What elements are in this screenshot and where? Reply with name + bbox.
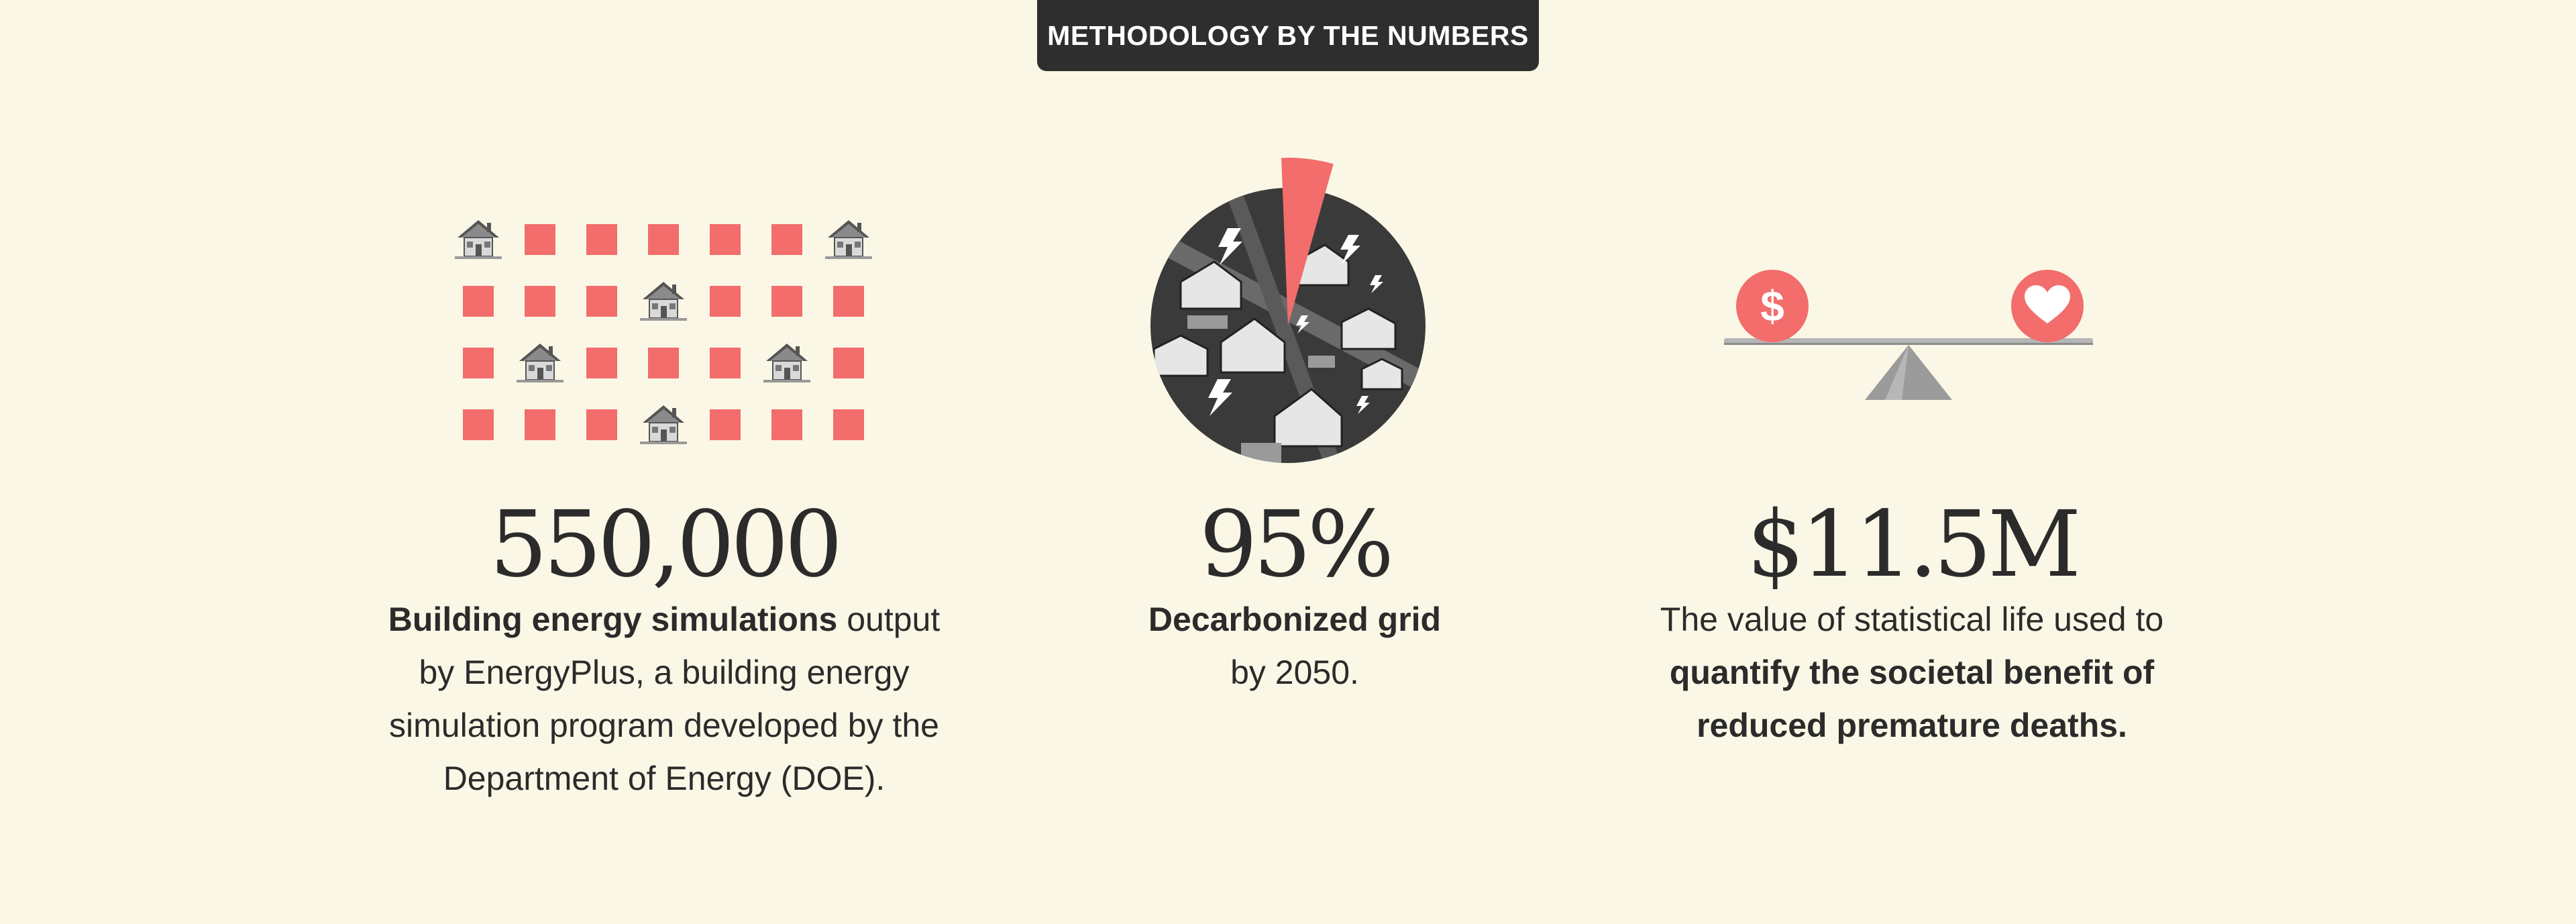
simulation-square xyxy=(586,348,617,378)
simulation-square xyxy=(586,224,617,255)
stat-number-decarbonized: 95% xyxy=(1199,492,1394,598)
simulation-square xyxy=(463,348,494,378)
heart-icon xyxy=(2011,270,2084,342)
simulation-square xyxy=(586,409,617,440)
simulation-square xyxy=(710,224,741,255)
section-title: METHODOLOGY BY THE NUMBERS xyxy=(1047,19,1529,51)
simulation-square xyxy=(710,348,741,378)
simulation-square xyxy=(833,286,864,317)
simulation-square xyxy=(771,409,802,440)
stat-number-statistical-life: $11.5M xyxy=(1746,492,2082,598)
stat-description-decarbonized: Decarbonized grid by 2050. xyxy=(1093,593,1496,699)
stat-description-statistical-life: The value of statistical life used to qu… xyxy=(1623,593,2200,752)
house-icon xyxy=(516,343,564,383)
simulation-square xyxy=(648,224,679,255)
stat-description-simulations: Building energy simulations output by En… xyxy=(376,593,953,805)
stat-desc-bold: Decarbonized grid xyxy=(1148,601,1442,638)
simulation-square xyxy=(525,409,555,440)
scale-fulcrum xyxy=(1865,345,1952,400)
house-icon xyxy=(454,219,502,260)
simulation-square xyxy=(586,286,617,317)
simulation-square xyxy=(648,348,679,378)
simulation-square xyxy=(833,409,864,440)
simulation-square xyxy=(463,409,494,440)
stat-desc-rest: by 2050. xyxy=(1230,654,1359,691)
simulation-grid-graphic xyxy=(454,219,873,445)
simulation-square xyxy=(771,224,802,255)
house-icon xyxy=(639,405,688,445)
stat-desc-bold: quantify the societal benefit of reduced… xyxy=(1669,654,2155,744)
house-icon xyxy=(763,343,811,383)
pie-slice-remaining xyxy=(1281,158,1334,325)
stat-desc-lead: The value of statistical life used to xyxy=(1660,601,2164,638)
simulation-square xyxy=(463,286,494,317)
simulation-square xyxy=(771,286,802,317)
simulation-square xyxy=(525,286,555,317)
simulation-square xyxy=(710,409,741,440)
section-header: METHODOLOGY BY THE NUMBERS xyxy=(1037,0,1539,71)
dollar-icon: $ xyxy=(1736,270,1809,342)
simulation-square xyxy=(833,348,864,378)
svg-text:$: $ xyxy=(1760,282,1784,330)
stat-number-simulations: 550,000 xyxy=(489,492,843,598)
balance-scale-graphic: $ xyxy=(1724,270,2093,400)
simulation-square xyxy=(710,286,741,317)
stat-desc-rest: output by EnergyPlus, a building energy … xyxy=(389,601,941,797)
house-icon xyxy=(824,219,873,260)
simulation-square xyxy=(525,224,555,255)
stat-desc-bold: Building energy simulations xyxy=(388,601,838,638)
decarbonized-grid-pie xyxy=(1150,158,1426,463)
house-icon xyxy=(639,281,688,321)
